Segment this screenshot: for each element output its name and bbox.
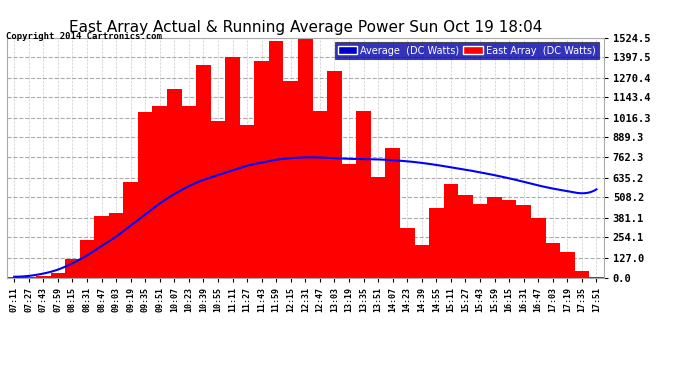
Legend: Average  (DC Watts), East Array  (DC Watts): Average (DC Watts), East Array (DC Watts…: [335, 42, 599, 59]
Bar: [458, 195, 473, 278]
Bar: [50, 273, 65, 278]
Bar: [36, 276, 50, 278]
Bar: [167, 88, 181, 278]
Bar: [240, 126, 255, 278]
Bar: [210, 121, 225, 278]
Bar: [313, 111, 327, 278]
Bar: [516, 204, 531, 278]
Bar: [284, 81, 298, 278]
Bar: [589, 277, 604, 278]
Bar: [21, 277, 36, 278]
Bar: [560, 252, 575, 278]
Bar: [502, 200, 516, 278]
Bar: [400, 228, 415, 278]
Bar: [415, 245, 429, 278]
Bar: [444, 184, 458, 278]
Bar: [225, 57, 240, 278]
Bar: [429, 208, 444, 278]
Bar: [95, 216, 109, 278]
Bar: [575, 271, 589, 278]
Bar: [65, 259, 79, 278]
Bar: [327, 71, 342, 278]
Bar: [487, 197, 502, 278]
Title: East Array Actual & Running Average Power Sun Oct 19 18:04: East Array Actual & Running Average Powe…: [68, 20, 542, 35]
Bar: [269, 41, 284, 278]
Bar: [138, 112, 152, 278]
Bar: [298, 38, 313, 278]
Text: Copyright 2014 Cartronics.com: Copyright 2014 Cartronics.com: [6, 32, 161, 41]
Bar: [109, 213, 124, 278]
Bar: [124, 183, 138, 278]
Bar: [546, 243, 560, 278]
Bar: [79, 240, 95, 278]
Bar: [356, 111, 371, 278]
Bar: [196, 65, 210, 278]
Bar: [386, 148, 400, 278]
Bar: [181, 106, 196, 278]
Bar: [7, 277, 21, 278]
Bar: [342, 164, 356, 278]
Bar: [371, 177, 386, 278]
Bar: [531, 218, 546, 278]
Bar: [255, 61, 269, 278]
Bar: [152, 105, 167, 278]
Bar: [473, 204, 487, 278]
